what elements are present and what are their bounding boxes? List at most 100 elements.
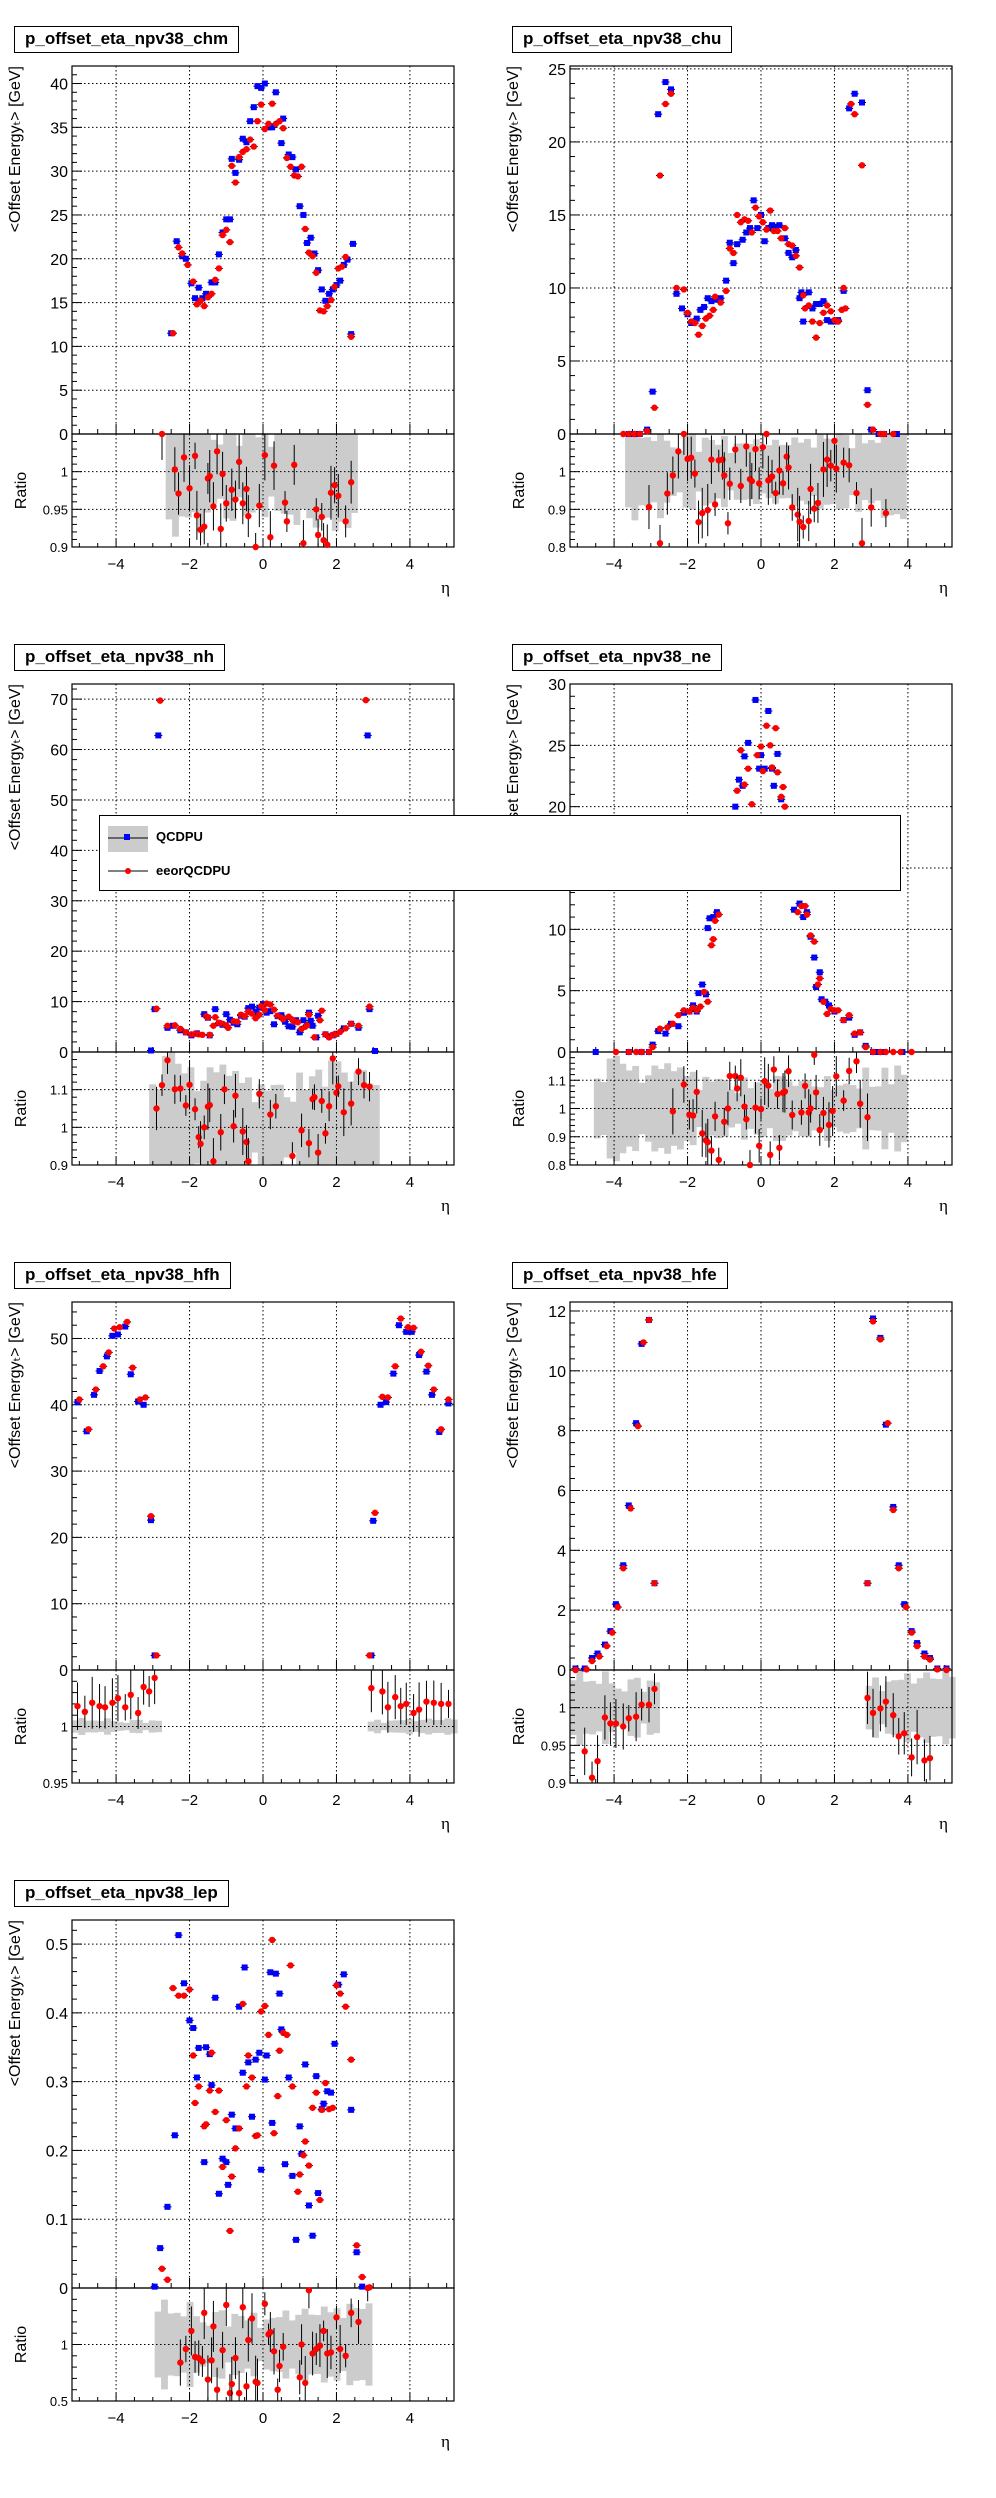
data-point	[195, 2044, 202, 2051]
band-bin	[231, 2313, 239, 2376]
band-bin	[884, 1681, 892, 1734]
data-point	[122, 1323, 129, 1330]
data-point	[289, 2083, 296, 2090]
data-point	[245, 2052, 252, 2059]
y-tick-label: 5	[557, 354, 566, 371]
data-point	[248, 2113, 255, 2120]
data-point	[307, 234, 314, 241]
data-point	[235, 153, 243, 161]
ratio-point	[305, 1139, 313, 1147]
data-point	[243, 139, 250, 146]
ratio-point	[823, 456, 831, 463]
data-point	[320, 2100, 327, 2107]
data-point	[199, 1031, 206, 1039]
data-point	[232, 169, 239, 176]
ratio-tick-label: 0.9	[548, 502, 566, 517]
panel-title: p_offset_eta_npv38_chu	[512, 26, 733, 53]
data-point	[324, 2088, 331, 2095]
data-point	[305, 2162, 313, 2169]
data-point	[710, 306, 717, 314]
ratio-point	[721, 472, 728, 479]
data-point	[267, 1001, 274, 1008]
data-point	[679, 305, 686, 312]
y-tick-label: 0	[59, 427, 68, 444]
legend-label: QCDPU	[156, 829, 203, 844]
data-point	[596, 1653, 603, 1660]
band-bin	[110, 1721, 118, 1732]
x-tick-label: 4	[904, 1174, 912, 1191]
data-point	[908, 1629, 915, 1636]
band-bin	[328, 1060, 335, 1165]
y-tick-label: 10	[50, 995, 68, 1012]
data-point	[296, 203, 303, 210]
data-point	[267, 1008, 274, 1015]
band-bin	[255, 437, 263, 507]
data-point	[649, 1043, 656, 1051]
plot-lep: −4 −2 0 2 4 0 0.1 0.2 0.3 0.4 0.5 0.5 1 η <Offset Ener…	[7, 1919, 455, 2451]
band-bin	[135, 1719, 143, 1734]
y-tick-label: 50	[50, 1331, 68, 1348]
data-point	[859, 99, 866, 106]
band-bin	[631, 434, 639, 521]
data-point	[800, 318, 807, 325]
ratio-tick-label: 0.95	[541, 1738, 566, 1753]
data-point	[289, 154, 296, 161]
data-point	[322, 297, 329, 304]
x-tick-label: −4	[108, 1792, 125, 1809]
data-point	[913, 1642, 921, 1650]
y-tick-label: 0.3	[46, 2075, 68, 2092]
data-point	[594, 1650, 601, 1657]
data-point	[823, 1010, 831, 1018]
data-point	[656, 1025, 664, 1032]
ratio-point	[814, 499, 822, 507]
x-tick-label: −4	[108, 2410, 125, 2427]
data-point	[680, 286, 688, 293]
ratio-axis-label: Ratio	[13, 1090, 30, 1127]
data-point	[710, 935, 717, 943]
band-bin	[701, 437, 709, 506]
band-bin	[200, 1080, 208, 1165]
ratio-axis-label: Ratio	[13, 472, 30, 509]
ratio-point	[267, 2328, 274, 2336]
data-point	[322, 2079, 329, 2087]
data-point	[803, 911, 811, 918]
data-point	[820, 998, 827, 1005]
data-point	[270, 1006, 278, 1013]
ratio-point	[364, 2284, 371, 2292]
data-point	[169, 330, 177, 337]
x-tick-label: −2	[679, 1174, 696, 1191]
band-bin	[625, 435, 632, 508]
band-bin	[340, 1072, 348, 1165]
ratio-point	[245, 1158, 252, 1165]
band-bin	[172, 434, 179, 537]
panel-chu: p_offset_eta_npv38_chu −4 −2 0 2 4 0 5 10 15 20 25…	[498, 0, 996, 618]
band-bin	[274, 434, 282, 512]
ratio-series	[177, 2284, 371, 2401]
data-point	[184, 261, 191, 269]
data-point	[664, 1024, 671, 1031]
series-eeorqcdpu	[157, 1936, 374, 2291]
band-bin	[632, 1065, 640, 1152]
data-point	[245, 1005, 252, 1012]
band-bin	[91, 1720, 99, 1733]
data-point	[372, 1047, 379, 1054]
ratio-point	[867, 504, 875, 511]
ratio-point	[789, 504, 796, 511]
data-point	[261, 1006, 269, 1014]
data-point	[631, 430, 638, 438]
band-bin	[296, 1072, 304, 1165]
band-bin	[708, 1081, 716, 1136]
panel-title: p_offset_eta_npv38_lep	[14, 1880, 229, 1907]
ratio-point	[748, 477, 756, 485]
data-point	[129, 1364, 136, 1371]
ratio-point	[423, 1698, 430, 1705]
data-point	[649, 388, 656, 395]
plot-ne: −4−20240510152025300.80.911.1η<Offset En…	[505, 677, 953, 1215]
y-tick-label: 0.1	[46, 2212, 68, 2229]
data-point	[180, 1992, 188, 1999]
band-bin	[155, 1720, 162, 1733]
x-tick-label: −2	[181, 1174, 198, 1191]
data-point	[921, 1653, 928, 1660]
ratio-point	[333, 2314, 340, 2321]
data-point	[934, 1666, 941, 1673]
